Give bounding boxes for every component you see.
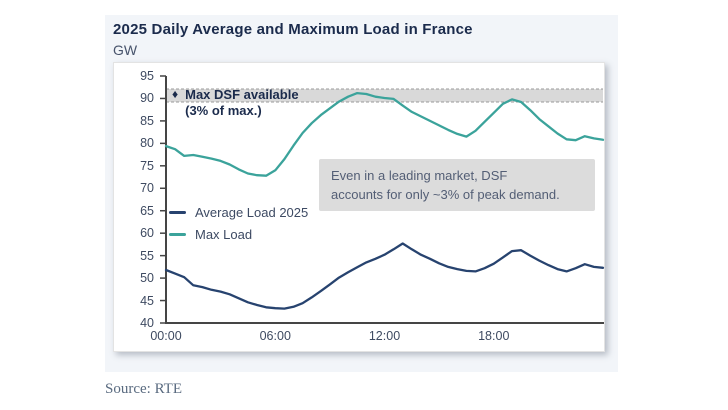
callout-box: Even in a leading market, DSF accounts f… (319, 159, 595, 211)
y-tick-label: 60 (140, 226, 154, 241)
y-tick-label: 45 (140, 293, 154, 308)
y-tick-label: 55 (140, 248, 154, 263)
y-tick-label: 85 (140, 113, 154, 128)
y-tick-label: 65 (140, 203, 154, 218)
y-tick-label: 90 (140, 91, 154, 106)
callout-line2: accounts for only ~3% of peak demand. (331, 187, 560, 202)
chart-canvas (160, 75, 605, 324)
unit-label: GW (113, 42, 138, 58)
y-tick-label: 80 (140, 136, 154, 151)
y-tick-label: 75 (140, 158, 154, 173)
chart-title: 2025 Daily Average and Maximum Load in F… (113, 21, 473, 38)
x-tick-label: 18:00 (478, 329, 510, 343)
plot-panel: 95 90 85 80 75 70 65 60 55 50 45 40 00:00 06:00 12:00… (113, 62, 605, 352)
y-tick-label: 40 (140, 316, 154, 330)
legend-swatch-teal (169, 232, 186, 236)
y-tick-label: 70 (140, 181, 154, 196)
max-dsf-band-label: ♦ Max DSF available (3% of max.) (172, 87, 299, 119)
band-label-line2: (3% of max.) (185, 103, 262, 118)
callout-line1: Even in a leading market, DSF (331, 168, 508, 183)
legend-item-average-load: Average Load 2025 (169, 201, 308, 223)
x-tick-label: 06:00 (259, 329, 291, 343)
y-tick-label: 50 (140, 271, 154, 286)
x-tick-label: 00:00 (150, 329, 182, 343)
y-tick-label: 95 (140, 69, 154, 83)
diamond-icon: ♦ (172, 87, 179, 101)
legend-swatch-navy (169, 210, 186, 214)
legend: Average Load 2025 Max Load (169, 201, 308, 245)
legend-label: Average Load 2025 (195, 204, 309, 220)
band-label-line1: Max DSF available (185, 87, 299, 102)
legend-item-max-load: Max Load (169, 223, 308, 245)
legend-label: Max Load (195, 226, 253, 242)
x-tick-label: 12:00 (368, 329, 401, 343)
source-note: Source: RTE (105, 381, 182, 397)
